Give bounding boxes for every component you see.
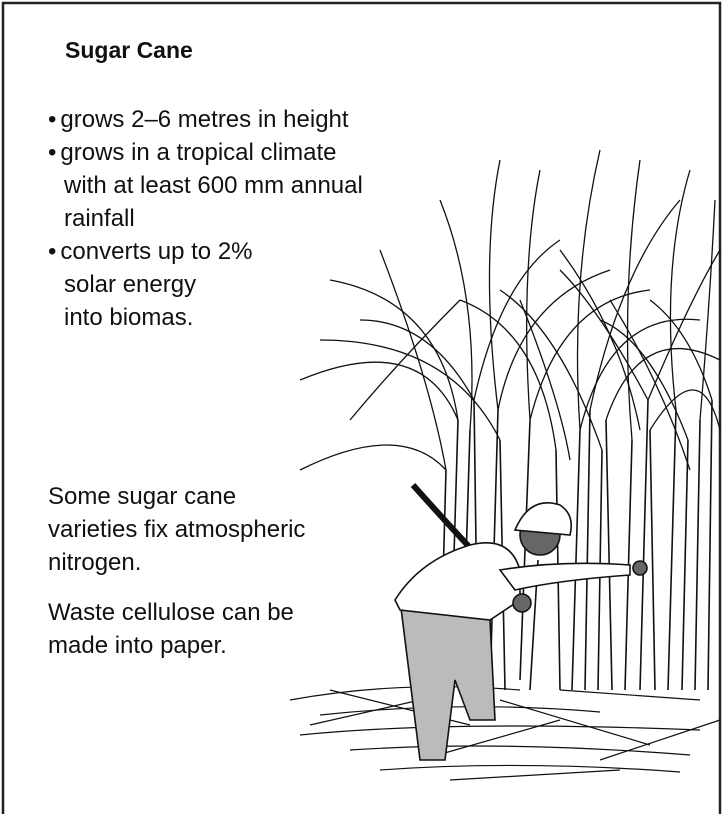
text-line: made into paper. — [48, 629, 305, 662]
page: Sugar Cane grows 2–6 metres in heightgro… — [0, 0, 723, 814]
text-line: rainfall — [48, 202, 363, 235]
title: Sugar Cane — [65, 34, 193, 67]
straw — [290, 687, 720, 780]
text-line: nitrogen. — [48, 546, 305, 579]
text-line: grows in a tropical climate — [48, 136, 363, 169]
text-line: solar energy — [48, 268, 363, 301]
text-line: with at least 600 mm annual — [48, 169, 363, 202]
worker — [395, 485, 647, 760]
text-line: Some sugar cane — [48, 480, 305, 513]
cane-leaves — [300, 150, 720, 470]
bullet: grows 2–6 metres in height — [48, 103, 363, 136]
text-line: into biomas. — [48, 301, 363, 334]
text-line: converts up to 2% — [48, 235, 363, 268]
text-line: Waste cellulose can be — [48, 596, 305, 629]
text-line: varieties fix atmospheric — [48, 513, 305, 546]
bullet-list: grows 2–6 metres in heightgrows in a tro… — [48, 103, 363, 334]
text-line: grows 2–6 metres in height — [48, 103, 363, 136]
